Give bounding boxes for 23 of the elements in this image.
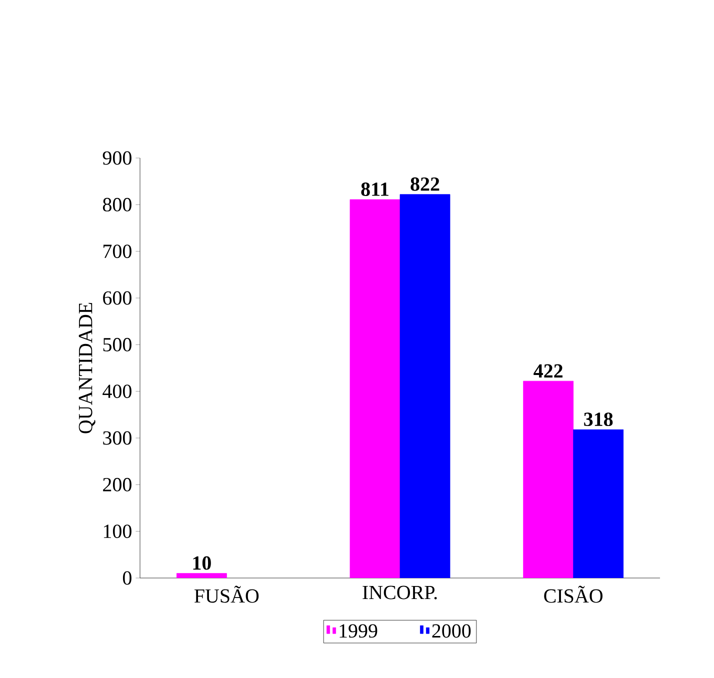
- y-tick-label: 600: [103, 291, 132, 305]
- data-label: 318: [584, 412, 613, 426]
- y-tick-label: 800: [102, 198, 132, 212]
- y-tick-label: 400: [102, 384, 132, 398]
- y-tick-label: 200: [103, 478, 132, 492]
- data-label: 822: [410, 177, 440, 191]
- bar: [573, 429, 624, 578]
- legend-label: 2000: [432, 624, 471, 638]
- y-tick-label: 300: [103, 431, 132, 445]
- data-label: 422: [534, 364, 562, 378]
- y-tick-label: 0: [122, 571, 132, 585]
- legend-label: 1999: [340, 624, 378, 638]
- y-tick-label: 500: [103, 338, 132, 352]
- y-tick-label: 700: [104, 244, 132, 258]
- y-tick-label: 100: [104, 524, 132, 538]
- x-tick-label: INCORP.: [362, 586, 437, 600]
- x-tick-label: FUSÃO: [194, 586, 259, 603]
- bar: [400, 194, 450, 578]
- y-tick-label: 900: [102, 151, 132, 165]
- x-tick-label: CISÃO: [544, 586, 603, 603]
- y-axis-title: QUANTIDADE: [78, 302, 96, 434]
- data-label: 811: [361, 182, 388, 196]
- data-label: 10: [193, 556, 211, 570]
